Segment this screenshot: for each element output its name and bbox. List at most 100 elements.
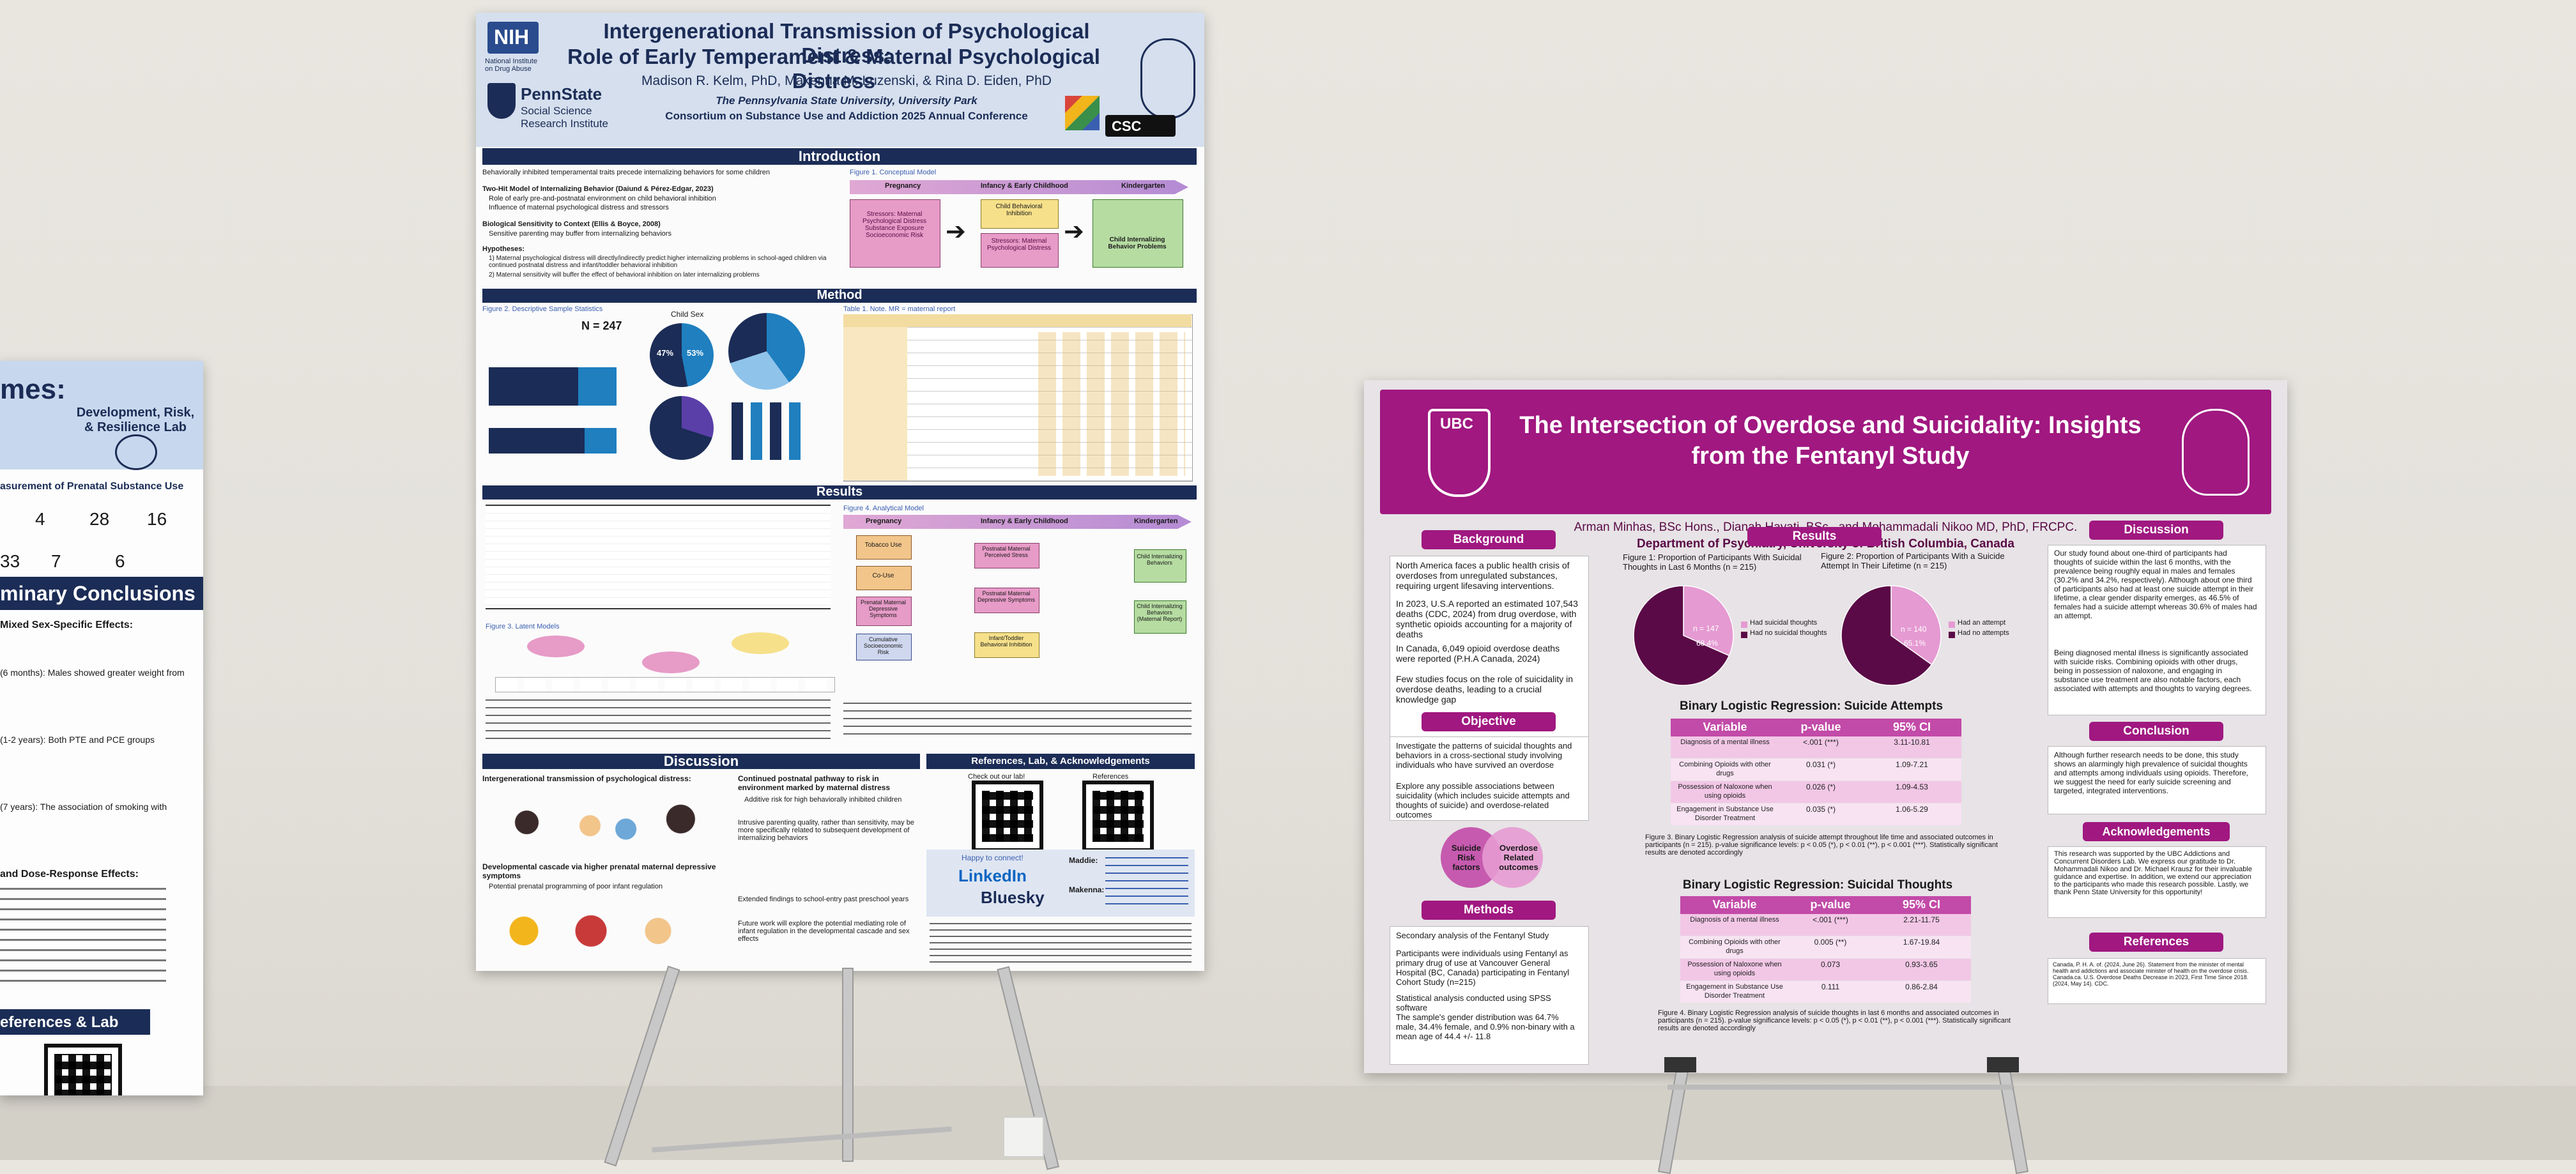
fig4-box-stress-text: Postnatal Maternal Perceived Stress	[982, 545, 1031, 558]
table1-row: Possession of Naloxone when using opioid…	[1671, 781, 1961, 803]
table1-cell: Combining Opioids with other drugs	[1679, 761, 1771, 777]
floor	[0, 1086, 2576, 1160]
table2-cell: 0.86-2.84	[1905, 982, 1938, 991]
discussion-item-7: Extended findings to school-entry past p…	[738, 896, 909, 903]
left-poster-title: mes:	[0, 374, 66, 405]
lab-qr-code[interactable]	[972, 781, 1043, 852]
pie-chart-suicide-attempt	[1841, 585, 1942, 686]
pie1-slice-2	[1633, 585, 1730, 686]
objective-bullet-2: Explore any possible associations betwee…	[1396, 781, 1570, 820]
linkedin-link[interactable]: LinkedIn	[958, 866, 1027, 885]
figure3-label: Figure 3. Latent Models	[486, 623, 560, 630]
table2-row: Diagnosis of a mental illness <.001 (***)…	[1680, 914, 1971, 936]
methods-bullet-1: Secondary analysis of the Fentanyl Study	[1396, 931, 1549, 940]
acknowledgements-heading: Acknowledgements	[2083, 822, 2230, 841]
numbers-row2-a: 33	[0, 551, 20, 571]
references-heading-right: References	[2089, 933, 2223, 952]
fig4-note-lines	[843, 703, 1192, 741]
table2-cell: Diagnosis of a mental illness	[1690, 916, 1779, 924]
pie2-legend-swatch-2	[1949, 632, 1955, 638]
intro-line-3: Role of early pre-and-postnatal environm…	[489, 195, 716, 202]
nih-sub: National Institute on Drug Abuse	[485, 57, 537, 73]
intro-line-9: 2) Maternal sensitivity will buffer the …	[489, 271, 760, 278]
table1-title: Binary Logistic Regression: Suicide Atte…	[1679, 699, 1943, 713]
table1-cell: <.001 (***)	[1803, 738, 1839, 747]
figure2-caption: Figure 2: Proportion of Participants Wit…	[1821, 551, 2005, 570]
psu-shield-icon	[487, 83, 516, 119]
discussion-item-2: Continued postnatal pathway to risk in e…	[738, 774, 891, 792]
funding-note-lines	[930, 923, 1192, 964]
table1-header-variable: Variable	[1703, 720, 1747, 733]
numbers-row1-b: 28	[89, 509, 110, 529]
csc-logo	[1105, 115, 1176, 137]
table1-header-pvalue: p-value	[1800, 720, 1841, 733]
right-title-line1: The Intersection of Overdose and Suicida…	[1519, 412, 2142, 439]
references-qr-code[interactable]	[1082, 781, 1154, 852]
references-panel	[2048, 958, 2266, 1004]
results-heading: Results	[1747, 527, 1882, 546]
psu-label: PennState	[521, 84, 602, 103]
table1-cell: Possession of Naloxone when using opioid…	[1678, 783, 1772, 800]
conclusions-heading: minary Conclusions	[0, 582, 195, 605]
table1-row: Combining Opioids with other drugs 0.031 …	[1671, 759, 1961, 781]
figure1-box-internalizing-text: Child Internalizing Behavior Problems	[1108, 236, 1167, 250]
table2-cell: 1.67-19.84	[1903, 938, 1940, 947]
finding-1: Mixed Sex-Specific Effects:	[0, 620, 134, 630]
figure1-stage-2: Infancy & Early Childhood	[981, 182, 1068, 190]
table2-body: Diagnosis of a mental illness <.001 (***)…	[1680, 914, 1971, 1003]
figure1-stage-1: Pregnancy	[885, 182, 921, 190]
discussion-item-4: Intrusive parenting quality, rather than…	[738, 819, 914, 842]
center-title-line1: Intergenerational Transmission of Psycho…	[603, 19, 1090, 67]
fig4-box-ses	[856, 634, 912, 660]
table1-label: Table 1. Note. MR = maternal report	[843, 305, 956, 313]
left-text-lines	[0, 888, 166, 990]
finding-3: (1-2 years): Both PTE and PCE groups	[0, 735, 155, 745]
figure2-label: Figure 2. Descriptive Sample Statistics	[482, 305, 603, 313]
method-heading: Method	[816, 288, 862, 302]
discussion-illustration-2	[495, 901, 687, 961]
table2-cell: 0.93-3.65	[1905, 960, 1938, 969]
intro-line-5: Biological Sensitivity to Context (Ellis…	[482, 220, 661, 228]
center-authors: Madison R. Kelm, PhD, Makenna M. Luzensk…	[641, 73, 1052, 88]
contact-makenna: Makenna:	[1069, 885, 1105, 894]
background-bullet-3: In Canada, 6,049 opioid overdose deaths …	[1396, 643, 1560, 664]
table1-cell: Diagnosis of a mental illness	[1680, 738, 1770, 746]
ubc-crest	[1428, 409, 1491, 497]
table1-cells-shade	[1038, 332, 1185, 476]
table2-row: Possession of Naloxone when using opioid…	[1680, 959, 1971, 980]
bluesky-link[interactable]: Bluesky	[981, 888, 1045, 907]
pie2-legend-2: Had no attempts	[1958, 629, 2009, 637]
table1-row: Engagement in Substance Use Disorder Tre…	[1671, 804, 1961, 825]
numbers-row1-c: 16	[147, 509, 167, 529]
discussion-item-5: Developmental cascade via higher prenata…	[482, 862, 716, 880]
background-bullet-1: North America faces a public health cris…	[1396, 560, 1570, 591]
wall-outlet	[1003, 1117, 1044, 1157]
pie-chart-suicidal-thoughts	[1633, 585, 1734, 686]
contact-links[interactable]	[1105, 857, 1188, 908]
fig2-bar-2	[489, 428, 617, 454]
methods-heading: Methods	[1422, 901, 1556, 920]
table1-header-row	[1671, 719, 1961, 736]
contact-maddie: Maddie:	[1069, 856, 1098, 865]
discussion-illustration-1	[495, 789, 706, 856]
child-sex-label: Child Sex	[671, 310, 704, 319]
nih-logo	[487, 22, 539, 54]
figure1-box-inhibition	[981, 199, 1059, 229]
left-poster-header	[0, 361, 203, 469]
fig4-box-couse	[856, 566, 912, 590]
conclusions-band	[0, 577, 203, 610]
figure1-arrow-2: ➔	[1064, 218, 1084, 245]
fig2-donut-2	[650, 396, 714, 460]
figure1-box-stressors	[850, 199, 940, 268]
fig4-box-tobacco-text: Tobacco Use	[864, 542, 902, 549]
latent-model-oval-1	[527, 636, 585, 657]
fig4-box-tobacco	[856, 535, 912, 560]
results-note-lines	[486, 699, 831, 744]
table2-cell: 2.21-11.75	[1903, 915, 1940, 924]
pie1-pct-2: 68.4%	[1696, 639, 1719, 648]
table2-cell: Possession of Naloxone when using opioid…	[1687, 961, 1782, 977]
ubc-label: UBC	[1440, 415, 1473, 432]
left-qr-code[interactable]	[44, 1044, 122, 1095]
refs-check-out: Check out our lab!	[968, 773, 1025, 781]
figure1-arrow-1: ➔	[946, 218, 966, 245]
